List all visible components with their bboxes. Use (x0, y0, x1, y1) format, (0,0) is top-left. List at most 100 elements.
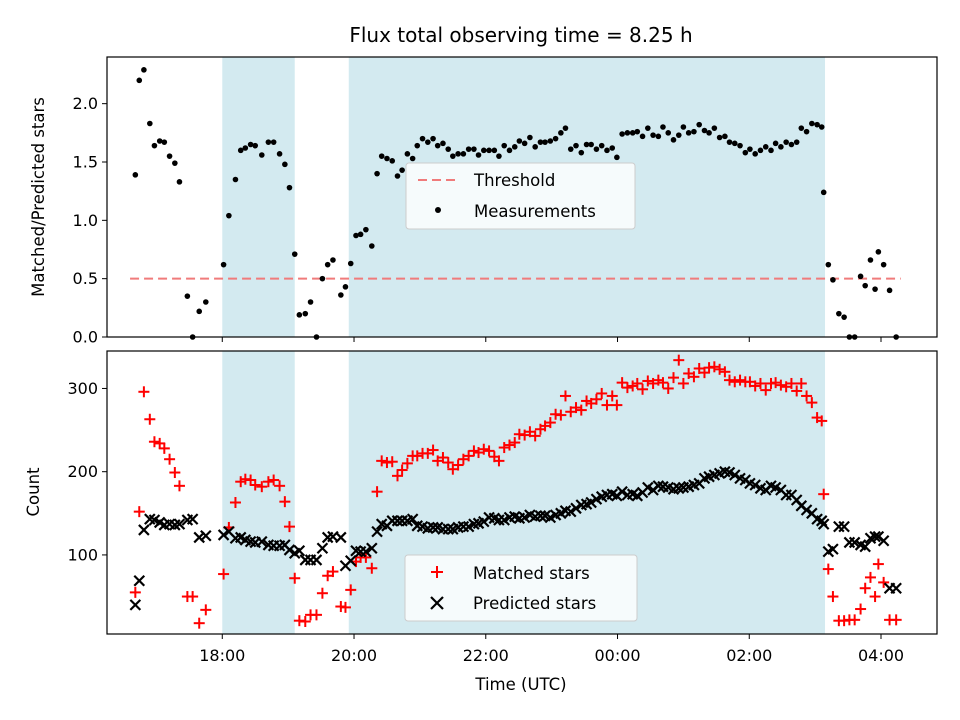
measurement-point (384, 155, 390, 162)
predicted-star-stroke (662, 481, 675, 494)
measurement-point (527, 134, 533, 141)
predicted-star-stroke (416, 520, 429, 533)
measurement-point (378, 153, 385, 159)
matched-star-point (890, 614, 902, 626)
measurement-point (809, 120, 815, 127)
measurement-point (552, 135, 559, 142)
matched-star-point (601, 399, 613, 411)
predicted-star-point (877, 534, 890, 547)
predicted-star-point (749, 479, 761, 491)
measurement-point (220, 261, 227, 268)
measurement-point (875, 249, 882, 255)
matched-star-point (268, 474, 280, 486)
measurement-point (496, 153, 502, 159)
predicted-star-stroke (133, 574, 146, 587)
predicted-star-point (366, 542, 378, 555)
predicted-star-point (564, 505, 577, 518)
predicted-star-stroke (859, 540, 871, 553)
x-axis-label: Time (UTC) (474, 675, 566, 694)
predicted-star-stroke (173, 518, 186, 530)
predicted-star-point (173, 518, 186, 530)
measurement-point (701, 127, 708, 134)
predicted-star-stroke (869, 530, 881, 543)
top-y-tick-label: 2.0 (73, 94, 98, 113)
measurement-point (501, 142, 508, 149)
predicted-star-stroke (848, 536, 861, 549)
matched-star-point (719, 366, 731, 378)
predicted-star-point (129, 599, 142, 611)
matched-star-point (327, 566, 339, 578)
measurement-point (558, 130, 564, 136)
predicted-star-stroke (877, 534, 890, 547)
measurement-point (788, 141, 795, 148)
predicted-star-stroke (488, 512, 501, 525)
matched-star-point (729, 376, 741, 388)
matched-star-point (872, 558, 884, 570)
matched-star-point (274, 480, 286, 492)
measurement-point (820, 189, 827, 196)
predicted-star-stroke (838, 520, 850, 533)
measurement-point (521, 140, 528, 147)
predicted-star-point (859, 540, 871, 553)
matched-star-point (770, 377, 782, 389)
predicted-star-point (133, 574, 146, 587)
predicted-star-point (193, 531, 206, 544)
matched-star-point (218, 568, 230, 580)
bottom-axes-frame (106, 350, 938, 635)
measurement-point (286, 184, 293, 191)
predicted-star-stroke (570, 502, 582, 515)
measurement-point (696, 121, 702, 128)
predicted-star-point (316, 542, 329, 555)
measurements-series (132, 67, 899, 340)
predicted-star-stroke (585, 496, 597, 509)
predicted-star-stroke (749, 479, 761, 491)
predicted-star-stroke (854, 539, 867, 551)
predicted-star-stroke (811, 513, 823, 525)
measurement-point (419, 135, 426, 142)
matched-star-point (498, 442, 510, 454)
predicted-star-point (442, 523, 455, 535)
measurement-point (265, 139, 272, 145)
chart-title: Flux total observing time = 8.25 h (349, 23, 692, 47)
predicted-star-stroke (200, 530, 212, 542)
measurement-point (506, 147, 513, 154)
predicted-star-stroke (775, 484, 787, 496)
measurement-point (430, 135, 436, 142)
x-tick-label: 18:00 (199, 646, 245, 665)
predicted-star-point (848, 536, 861, 549)
matched-star-point (785, 377, 797, 389)
matched-legend-label: Matched stars (473, 564, 590, 583)
predicted-stars-series (129, 465, 902, 611)
predicted-star-stroke (827, 543, 839, 555)
predicted-star-point (406, 513, 419, 525)
matched-star-point (878, 576, 890, 588)
bottom-y-tick-label: 200 (67, 462, 98, 481)
measurement-point (242, 145, 249, 151)
measurement-point (203, 299, 209, 305)
matched-star-point (611, 399, 623, 411)
matched-star-point (164, 453, 176, 465)
measurement-point (270, 139, 277, 145)
matched-star-point (606, 390, 618, 402)
matched-star-point (544, 417, 556, 429)
predicted-star-point (138, 524, 150, 536)
predicted-star-stroke (806, 507, 818, 520)
matched-star-point (631, 377, 643, 389)
measurement-point (172, 160, 178, 166)
predicted-star-point (335, 531, 347, 544)
measurement-point (836, 310, 842, 317)
predicted-star-stroke (657, 480, 669, 493)
measurement-point (252, 142, 259, 149)
measurement-point (259, 152, 265, 158)
matched-star-point (299, 616, 311, 628)
top-y-axis-label: Matched/Predicted stars (29, 97, 48, 297)
predicted-star-stroke (163, 518, 176, 530)
predicted-legend-label: Predicted stars (473, 594, 596, 613)
predicted-star-point (838, 520, 850, 533)
matched-star-point (366, 562, 378, 574)
measurement-point (772, 140, 779, 147)
bottom-y-axis: 100 200 300 (67, 379, 107, 564)
measurement-point (650, 132, 656, 138)
matched-star-point (187, 591, 199, 603)
measurement-point (363, 226, 369, 233)
